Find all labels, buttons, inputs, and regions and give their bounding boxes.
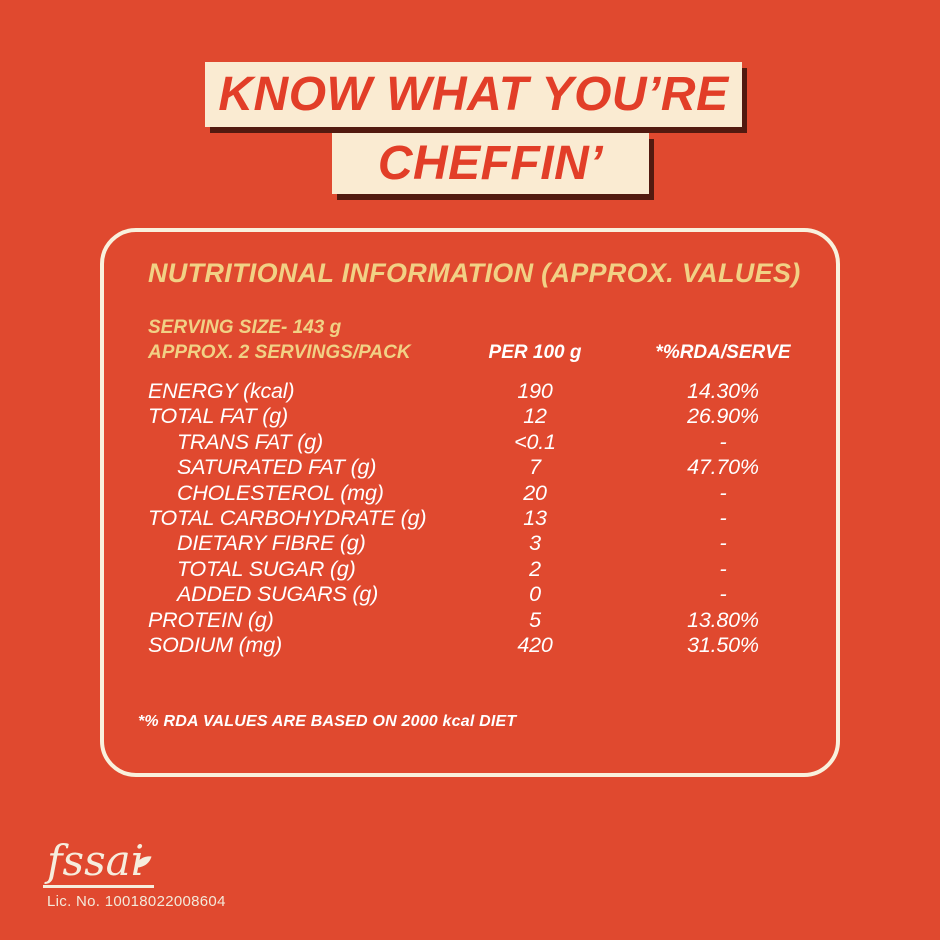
title-line-1: KNOW WHAT YOU’RE [218, 68, 729, 121]
serving-size-line: SERVING SIZE- 143 g [148, 317, 342, 338]
row-value-rda: 26.90% [687, 404, 759, 429]
row-label: TOTAL SUGAR (g) [177, 556, 356, 581]
table-row-total-sugar: TOTAL SUGAR (g) 2 - [148, 557, 798, 582]
row-value-per100: 13 [523, 506, 547, 531]
table-row-cholesterol: CHOLESTEROL (mg) 20 - [148, 481, 798, 506]
row-value-rda: - [719, 429, 727, 454]
row-label: ADDED SUGARS (g) [177, 582, 379, 607]
row-value-rda: - [719, 531, 727, 556]
row-value-per100: 420 [517, 633, 553, 658]
table-row-protein: PROTEIN (g) 5 13.80% [148, 608, 798, 633]
row-value-rda: 14.30% [687, 379, 759, 403]
row-value-rda: 31.50% [687, 633, 759, 658]
fssai-license: Lic. No. 10018022008604 [47, 893, 226, 910]
row-value-per100: 0 [529, 582, 541, 607]
table-row-saturated-fat: SATURATED FAT (g) 7 47.70% [148, 455, 798, 480]
fssai-wordmark-text: fssai [47, 836, 145, 885]
panel-heading: NUTRITIONAL INFORMATION (APPROX. VALUES) [148, 258, 801, 288]
row-label: TRANS FAT (g) [177, 429, 323, 454]
row-value-per100: 12 [523, 404, 547, 429]
fssai-wordmark: fssai [43, 840, 155, 888]
row-value-rda: - [719, 556, 727, 581]
row-label: ENERGY (kcal) [148, 379, 295, 403]
servings-per-pack-line: APPROX. 2 SERVINGS/PACK [148, 342, 411, 363]
row-label: DIETARY FIBRE (g) [177, 531, 366, 556]
fssai-logo: fssai Lic. No. 10018022008604 [43, 840, 226, 910]
table-row-trans-fat: TRANS FAT (g) <0.1 - [148, 430, 798, 455]
rda-footnote: *% RDA VALUES ARE BASED ON 2000 kcal DIE… [138, 713, 517, 730]
row-value-per100: <0.1 [514, 429, 556, 454]
table-row-total-fat: TOTAL FAT (g) 12 26.90% [148, 404, 798, 429]
nutrition-table: ENERGY (kcal) 190 14.30% TOTAL FAT (g) 1… [148, 379, 798, 658]
column-header-per-100g: PER 100 g [488, 342, 582, 363]
row-label: SATURATED FAT (g) [177, 455, 377, 480]
leaf-icon [135, 833, 152, 875]
row-value-rda: - [719, 480, 727, 505]
title-line-2: CHEFFIN’ [377, 137, 604, 190]
row-value-per100: 190 [517, 379, 553, 403]
row-value-per100: 2 [529, 556, 541, 581]
column-header-rda-serve: *%RDA/SERVE [655, 342, 791, 363]
row-value-per100: 5 [529, 607, 541, 632]
row-label: PROTEIN (g) [148, 607, 274, 632]
table-header-row: SERVING SIZE- 143 g APPROX. 2 SERVINGS/P… [148, 315, 798, 365]
row-label: TOTAL CARBOHYDRATE (g) [148, 506, 427, 531]
row-value-rda: 47.70% [687, 455, 759, 480]
table-row-total-carbohydrate: TOTAL CARBOHYDRATE (g) 13 - [148, 506, 798, 531]
row-label: CHOLESTEROL (mg) [177, 480, 384, 505]
serving-info: SERVING SIZE- 143 g APPROX. 2 SERVINGS/P… [148, 315, 460, 365]
title-banner-top: KNOW WHAT YOU’RE [205, 62, 742, 127]
table-row-dietary-fibre: DIETARY FIBRE (g) 3 - [148, 531, 798, 556]
row-label: SODIUM (mg) [148, 633, 282, 658]
table-row-energy: ENERGY (kcal) 190 14.30% [148, 379, 798, 404]
table-row-added-sugars: ADDED SUGARS (g) 0 - [148, 582, 798, 607]
title-banner-bottom: CHEFFIN’ [332, 133, 649, 194]
table-row-sodium: SODIUM (mg) 420 31.50% [148, 633, 798, 658]
row-value-per100: 3 [529, 531, 541, 556]
row-value-rda: 13.80% [687, 607, 759, 632]
row-value-rda: - [719, 582, 727, 607]
nutrition-panel: NUTRITIONAL INFORMATION (APPROX. VALUES)… [100, 228, 840, 777]
row-label: TOTAL FAT (g) [148, 404, 288, 429]
row-value-per100: 20 [523, 480, 547, 505]
row-value-rda: - [719, 506, 727, 531]
row-value-per100: 7 [529, 455, 541, 480]
